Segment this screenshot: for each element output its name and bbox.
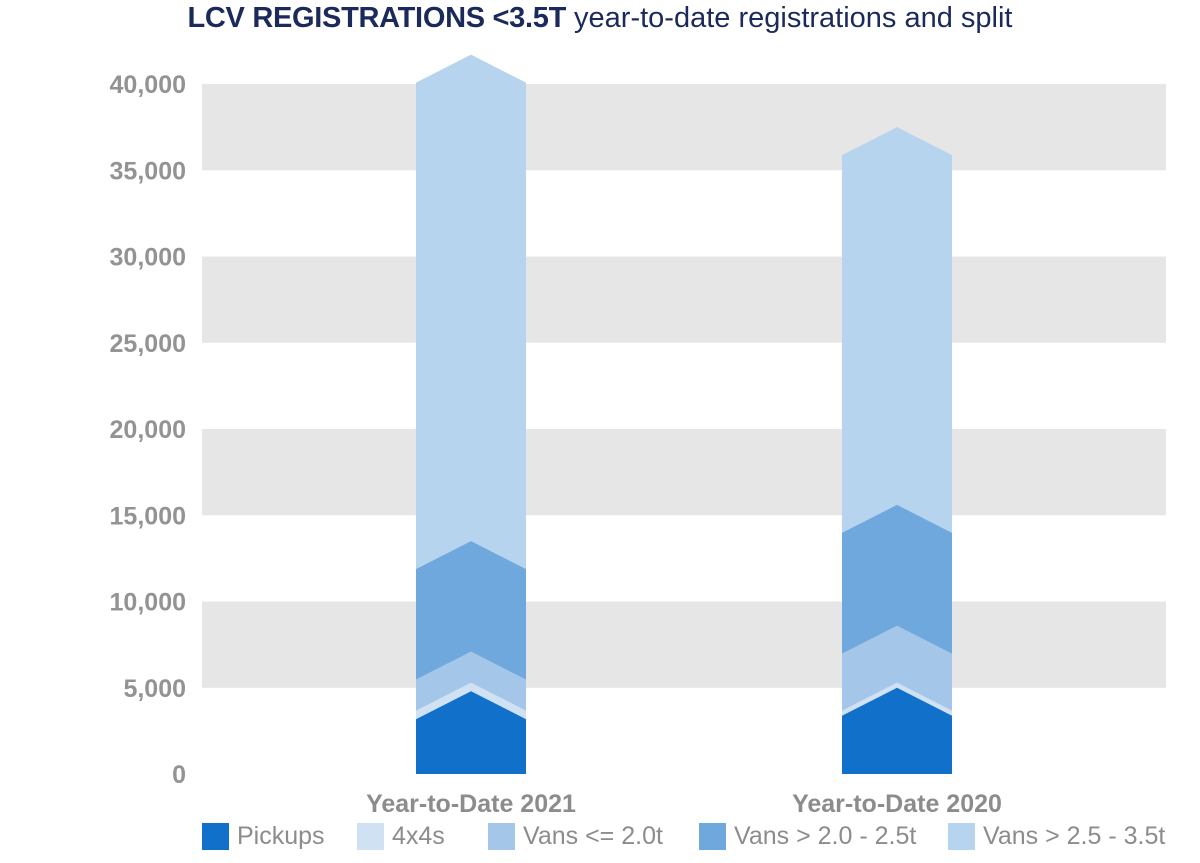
bar-segment-pickups bbox=[416, 691, 526, 774]
legend-label: 4x4s bbox=[392, 821, 445, 850]
legend-label: Vans > 2.5 - 3.5t bbox=[983, 821, 1166, 850]
grid-band bbox=[202, 601, 1166, 688]
category-label: Year-to-Date 2021 bbox=[366, 790, 576, 818]
y-tick-label: 5,000 bbox=[123, 675, 186, 703]
legend-item: Pickups bbox=[202, 819, 325, 853]
legend-swatch bbox=[488, 822, 515, 850]
legend-item: Vans > 2.0 - 2.5t bbox=[699, 819, 916, 853]
category-label: Year-to-Date 2020 bbox=[792, 790, 1002, 818]
bar-segment-pickups bbox=[842, 687, 952, 774]
grid-band bbox=[202, 84, 1166, 171]
legend-label: Pickups bbox=[237, 821, 325, 850]
chart-title-light: year-to-date registrations and split bbox=[574, 2, 1013, 34]
grid-band bbox=[202, 429, 1166, 516]
legend-item: 4x4s bbox=[357, 819, 445, 853]
y-tick-label: 10,000 bbox=[110, 589, 186, 617]
chart-title-bold: LCV REGISTRATIONS <3.5T bbox=[187, 2, 567, 34]
legend-swatch bbox=[202, 822, 229, 850]
y-tick-label: 0 bbox=[172, 761, 186, 789]
y-tick-label: 25,000 bbox=[110, 330, 186, 358]
y-tick-label: 35,000 bbox=[110, 157, 186, 185]
legend-item: Vans <= 2.0t bbox=[488, 819, 663, 853]
legend-item: Vans > 2.5 - 3.5t bbox=[948, 819, 1165, 853]
y-tick-label: 40,000 bbox=[110, 71, 186, 99]
y-tick-label: 20,000 bbox=[110, 416, 186, 444]
legend-swatch bbox=[948, 822, 975, 850]
chart-legend: Pickups 4x4s Vans <= 2.0t Vans > 2.0 - 2.5t… bbox=[202, 819, 1192, 853]
legend-label: Vans <= 2.0t bbox=[523, 821, 663, 850]
chart-title: LCV REGISTRATIONS <3.5T year-to-date reg… bbox=[0, 2, 1200, 35]
legend-label: Vans > 2.0 - 2.5t bbox=[734, 821, 917, 850]
legend-swatch bbox=[357, 822, 384, 850]
y-tick-label: 30,000 bbox=[110, 244, 186, 272]
y-tick-label: 15,000 bbox=[110, 502, 186, 530]
grid-band bbox=[202, 256, 1166, 343]
legend-swatch bbox=[699, 822, 726, 850]
